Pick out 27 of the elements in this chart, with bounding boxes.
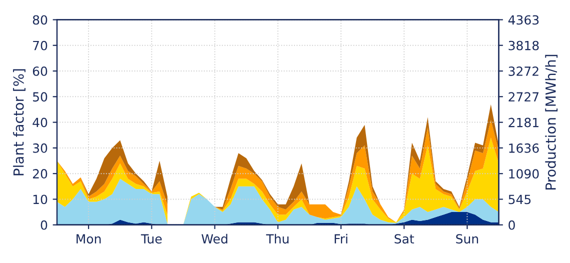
- y-tick-label: 50: [33, 92, 48, 102]
- x-tick-label: Thu: [266, 234, 288, 244]
- x-tick-label: Tue: [140, 234, 162, 244]
- x-tick-label: Wed: [202, 234, 228, 244]
- y2-tick-label: 0: [508, 220, 515, 230]
- x-tick-label: Sat: [394, 234, 414, 244]
- y-tick-label: 80: [32, 15, 48, 25]
- y-tick-label: 10: [33, 194, 48, 204]
- y2-tick-label: 3272: [508, 66, 538, 76]
- y2-axis-title: Production [MWh/h]: [545, 54, 558, 190]
- y-tick-label: 40: [32, 118, 48, 128]
- y2-tick-label: 3818: [508, 40, 539, 50]
- y-tick-label: 60: [32, 66, 48, 76]
- y2-tick-label: 4363: [508, 15, 539, 25]
- y2-tick-label: 2727: [508, 92, 539, 102]
- y2-tick-label: 1090: [509, 169, 539, 179]
- x-tick-label: Sun: [456, 234, 478, 244]
- y2-tick-label: 545: [508, 194, 531, 204]
- y-axis-title: Plant factor [%]: [13, 69, 26, 176]
- x-tick-label: Fri: [334, 234, 348, 244]
- y2-tick-label: 2181: [508, 118, 538, 128]
- y-tick-label: 0: [40, 220, 48, 230]
- y-tick-label: 30: [33, 143, 48, 153]
- y2-tick-label: 1636: [509, 143, 539, 153]
- y-tick-label: 70: [33, 40, 48, 50]
- x-tick-label: Mon: [76, 234, 101, 244]
- y-tick-label: 20: [32, 169, 48, 179]
